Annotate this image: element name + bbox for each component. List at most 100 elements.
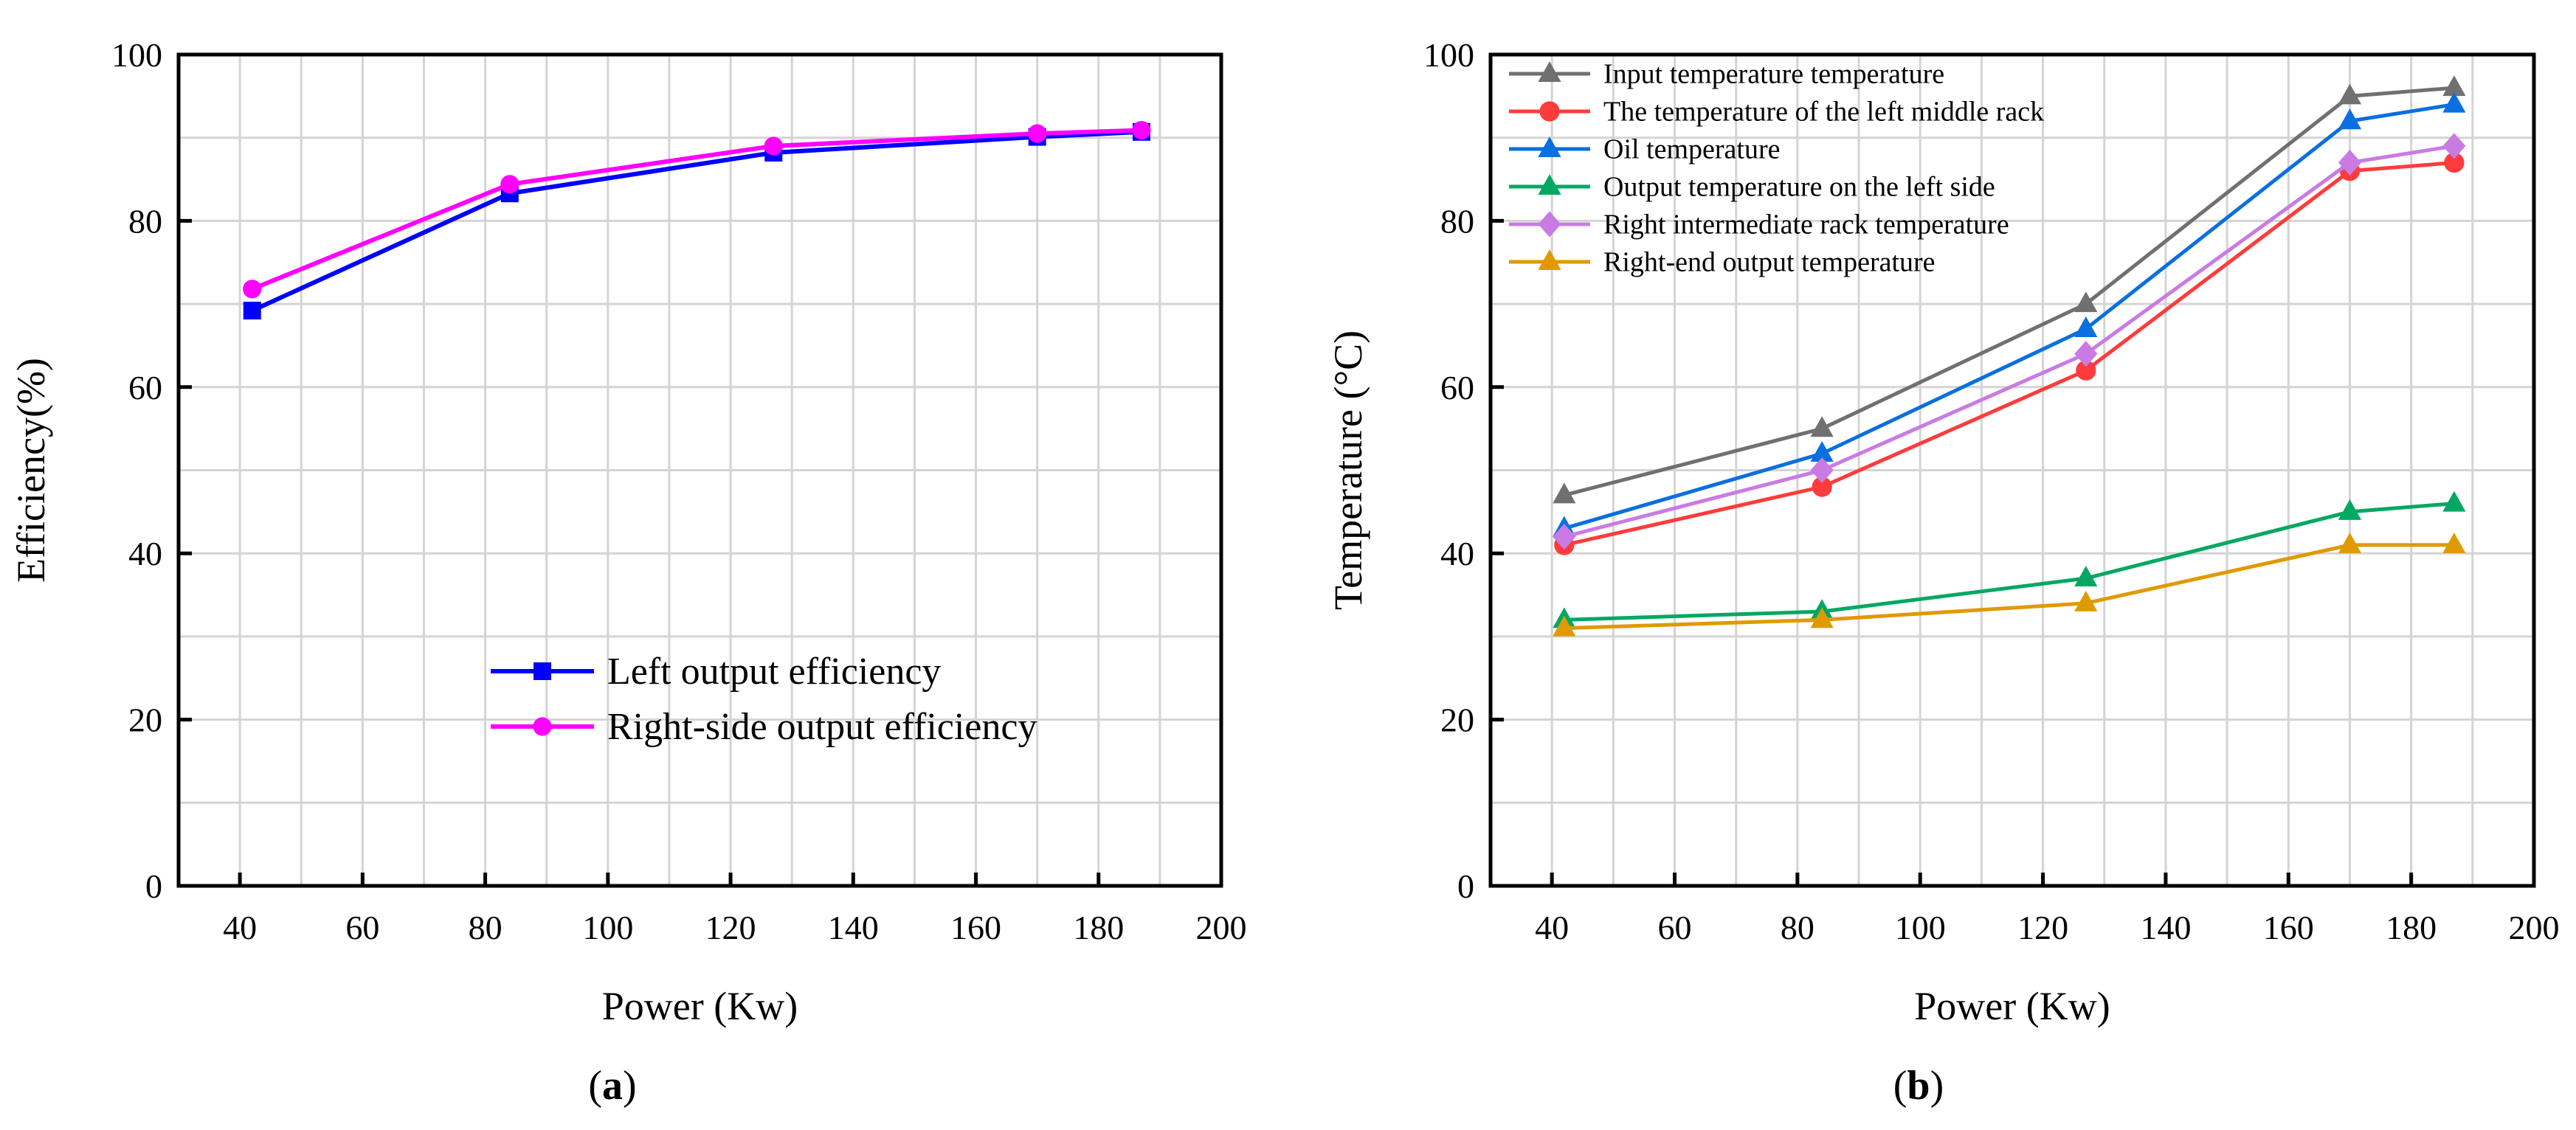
data-point	[1810, 457, 1834, 484]
legend-item: Input temperature temperature	[1509, 59, 1944, 90]
data-point	[500, 175, 519, 194]
series-line	[251, 128, 1142, 291]
legend-label: The temperature of the left middle rack	[1603, 97, 2044, 128]
data-point	[2076, 360, 2096, 381]
data-point	[243, 280, 262, 299]
legend-item: Oil temperature	[1509, 134, 1781, 165]
legend-label: Right intermediate rack temperature	[1603, 209, 2009, 240]
data-point	[2444, 152, 2465, 173]
data-point	[1812, 476, 1832, 497]
data-point	[2338, 499, 2362, 520]
data-point	[1132, 120, 1151, 140]
data-point	[2074, 291, 2098, 313]
legend-item: Right-end output temperature	[1509, 247, 1936, 278]
data-point	[2338, 83, 2362, 105]
y-tick-label: 40	[1440, 535, 1474, 572]
legend-label: Input temperature temperature	[1603, 59, 1944, 90]
data-point	[2442, 133, 2466, 159]
x-tick-label: 60	[345, 909, 379, 946]
x-tick-label: 120	[2017, 909, 2068, 946]
legend-label: Right-side output efficiency	[607, 706, 1037, 748]
x-tick-label: 100	[1895, 909, 1946, 946]
x-tick-label: 180	[1073, 909, 1124, 946]
legend-marker	[1538, 174, 1561, 195]
data-point	[1810, 441, 1834, 462]
data-point	[2074, 316, 2098, 337]
x-tick-label: 180	[2386, 909, 2437, 946]
series-1	[243, 120, 1151, 299]
panel-label: (b)	[1893, 1063, 1944, 1109]
legend-label: Left output efficiency	[607, 651, 941, 693]
legend: Left output efficiency Right-side output …	[491, 651, 1037, 748]
series-line	[1564, 502, 2455, 622]
data-point	[1553, 482, 1576, 504]
legend-item: Output temperature on the left side	[1509, 172, 1995, 203]
chart-panel-a: 40 60 80 100 120 140 160 180 200 0 20 40 60 80 100 Powe…	[9, 36, 1247, 1109]
plot-frame	[1488, 52, 2536, 888]
data-point	[1028, 124, 1047, 143]
y-axis-label: Temperature (°C)	[1326, 330, 1370, 610]
y-tick-label: 60	[128, 369, 162, 406]
legend-marker	[533, 662, 551, 680]
legend-marker	[533, 717, 552, 736]
data-point	[2338, 533, 2362, 553]
data-point	[1553, 615, 1576, 637]
data-point	[2442, 533, 2466, 553]
series-line	[1564, 103, 2455, 530]
x-tick-label: 160	[2263, 909, 2314, 946]
legend-label: Output temperature on the left side	[1603, 172, 1995, 203]
plot-frame	[176, 52, 1223, 888]
y-tick-label: 0	[1457, 867, 1474, 905]
data-point	[2338, 108, 2362, 130]
y-tick-label: 80	[1440, 202, 1474, 240]
y-axis-label: Efficiency(%)	[9, 358, 53, 583]
y-tick-label: 40	[128, 535, 162, 572]
data-point	[2338, 149, 2362, 176]
x-axis-label: Power (Kw)	[602, 984, 798, 1028]
legend-marker	[1538, 249, 1561, 271]
panel-label-letter: b	[1907, 1063, 1930, 1109]
x-tick-label: 80	[1781, 909, 1814, 946]
series-5	[1553, 533, 2466, 637]
data-point	[1810, 416, 1834, 437]
series-3	[1553, 491, 2466, 628]
panel-label-paren: (	[588, 1063, 602, 1109]
panel-label-paren: )	[623, 1063, 637, 1109]
legend-marker	[1538, 61, 1561, 83]
panel-label-paren: (	[1893, 1063, 1907, 1109]
legend-marker	[1538, 211, 1561, 238]
x-tick-label: 40	[1535, 909, 1569, 946]
y-tick-label: 20	[128, 701, 162, 739]
x-tick-label: 80	[469, 909, 503, 946]
data-point	[1553, 524, 1576, 550]
y-tick-label: 0	[145, 867, 162, 905]
y-tick-label: 100	[1423, 36, 1474, 74]
y-tick-label: 100	[111, 36, 162, 74]
x-tick-label: 200	[2509, 909, 2560, 946]
series-4	[1553, 133, 2466, 550]
legend-item: Right intermediate rack temperature	[1509, 209, 2009, 240]
legend-label: Right-end output temperature	[1603, 247, 1936, 278]
x-tick-label: 160	[950, 909, 1001, 946]
x-axis-label: Power (Kw)	[1914, 984, 2110, 1028]
legend-item: The temperature of the left middle rack	[1509, 97, 2044, 128]
data-point	[243, 302, 261, 320]
legend-item: Left output efficiency	[491, 651, 941, 693]
legend-label: Oil temperature	[1603, 134, 1781, 165]
data-point	[1810, 607, 1834, 628]
x-tick-label: 40	[223, 909, 257, 946]
x-tick-label: 100	[582, 909, 633, 946]
legend: Input temperature temperature The tempera…	[1509, 59, 2044, 278]
y-tick-label: 80	[128, 202, 162, 240]
panel-label-letter: a	[602, 1063, 623, 1109]
y-tick-label: 60	[1440, 369, 1474, 406]
legend-marker	[1539, 101, 1560, 122]
chart-panel-b: 40 60 80 100 120 140 160 180 200 0 20 40 60 80 100 Powe…	[1326, 36, 2560, 1109]
x-tick-label: 200	[1196, 909, 1247, 946]
data-point	[2442, 75, 2466, 97]
x-tick-label: 140	[828, 909, 879, 946]
data-point	[2442, 91, 2466, 113]
data-point	[2074, 566, 2098, 587]
data-point	[2442, 491, 2466, 512]
